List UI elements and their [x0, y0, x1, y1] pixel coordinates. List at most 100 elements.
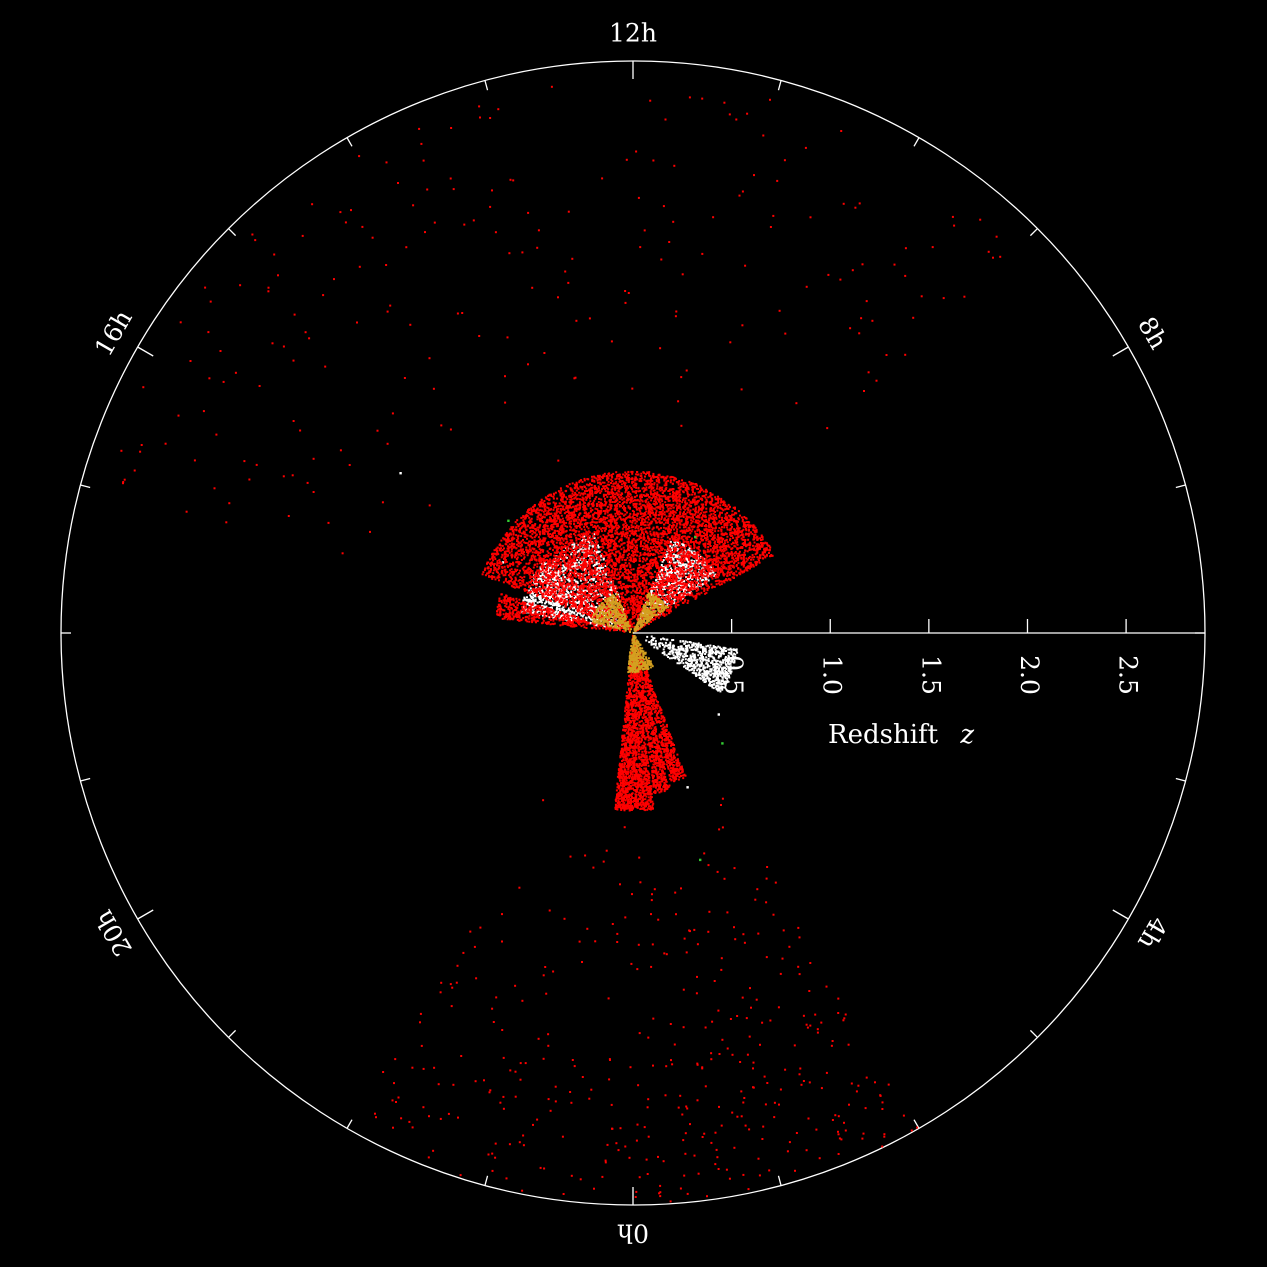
data-point: [598, 564, 601, 567]
data-point: [548, 587, 550, 590]
data-point: [658, 585, 661, 588]
data-point: [541, 581, 544, 584]
data-point: [484, 567, 487, 570]
data-point: [551, 600, 554, 603]
data-point: [666, 638, 669, 641]
data-point: [541, 590, 544, 593]
data-point: [653, 646, 656, 649]
data-point: [690, 648, 693, 651]
data-point: [632, 484, 635, 487]
data-point: [530, 597, 533, 599]
data-point: [692, 642, 695, 645]
data-point: [699, 485, 702, 488]
data-point: [683, 665, 685, 668]
data-point: [675, 556, 678, 559]
data-point: [711, 672, 714, 675]
data-point: [707, 653, 710, 656]
data-point: [733, 661, 736, 664]
data-point: [626, 603, 629, 606]
data-point: [552, 563, 555, 566]
data-point: [726, 512, 729, 514]
data-point: [549, 579, 552, 582]
data-point: [667, 532, 670, 534]
data-point: [644, 527, 647, 530]
data-point: [600, 476, 603, 479]
data-point: [525, 548, 528, 551]
data-point: [585, 515, 588, 518]
hour-label: 4h: [1132, 912, 1173, 954]
data-point: [676, 572, 679, 575]
data-point: [658, 519, 661, 522]
data-point: [699, 651, 702, 653]
data-point: [641, 504, 644, 507]
data-point: [684, 664, 687, 667]
data-point: [607, 574, 610, 577]
data-point: [597, 478, 600, 481]
data-point: [606, 490, 609, 493]
data-point: [571, 607, 574, 610]
data-point: [559, 601, 562, 604]
data-point: [721, 526, 723, 529]
data-point: [630, 559, 632, 562]
data-point: [696, 658, 699, 661]
data-point: [631, 481, 634, 483]
data-point: [622, 473, 625, 476]
data-point: [652, 537, 655, 540]
data-point: [662, 559, 665, 562]
data-point: [583, 525, 586, 528]
data-point: [549, 563, 552, 566]
data-point: [748, 549, 751, 551]
data-point: [706, 666, 709, 669]
data-point: [696, 592, 699, 595]
data-point: [631, 539, 634, 542]
data-point: [663, 593, 666, 596]
data-point: [667, 656, 670, 658]
data-point: [557, 568, 560, 570]
hour-label: 8h: [1132, 312, 1173, 354]
data-point: [584, 589, 587, 592]
data-point: [576, 551, 579, 554]
data-point: [532, 596, 535, 599]
data-point: [601, 570, 604, 572]
data-point: [695, 647, 698, 650]
data-point: [725, 663, 728, 666]
data-point: [702, 664, 705, 667]
data-point: [567, 579, 570, 582]
data-point: [654, 642, 657, 645]
data-point: [704, 674, 707, 677]
data-point: [584, 604, 587, 607]
data-point: [535, 540, 538, 543]
data-point: [707, 678, 710, 681]
data-point: [685, 589, 688, 592]
data-point: [594, 594, 597, 597]
data-point: [586, 554, 589, 557]
data-point: [580, 523, 583, 526]
data-point: [717, 674, 720, 677]
data-point: [586, 561, 589, 564]
data-point: [717, 685, 720, 688]
data-point: [532, 594, 535, 597]
data-point: [720, 653, 723, 656]
data-point: [538, 569, 541, 572]
data-point: [593, 550, 596, 553]
data-point: [561, 609, 564, 612]
data-point: [660, 551, 663, 554]
data-point: [627, 525, 630, 528]
data-point: [678, 649, 681, 652]
data-point: [631, 560, 634, 563]
data-point: [615, 505, 618, 508]
data-point: [564, 596, 567, 598]
data-point: [616, 591, 619, 594]
data-point: [690, 646, 693, 649]
data-point: [699, 669, 702, 671]
data-point: [551, 570, 554, 573]
data-point: [587, 504, 590, 507]
data-point: [756, 545, 759, 548]
data-point: [570, 611, 573, 614]
data-point: [704, 680, 707, 683]
data-point: [728, 651, 731, 654]
data-point: [567, 572, 570, 575]
data-point: [556, 612, 559, 615]
data-point: [552, 616, 555, 619]
data-point: [585, 619, 588, 622]
